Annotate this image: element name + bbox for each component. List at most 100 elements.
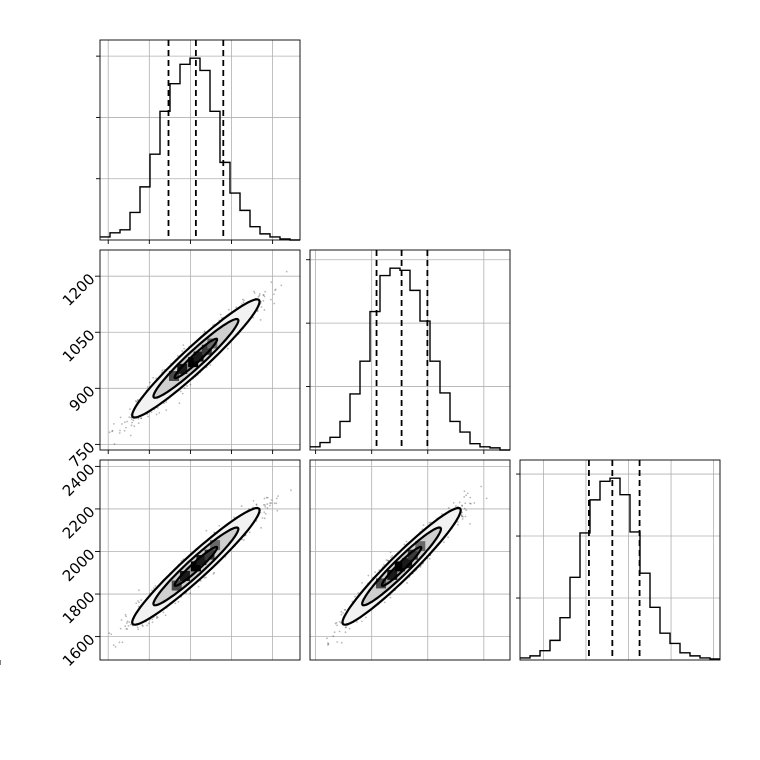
sample-point [469,496,472,499]
sample-point [183,387,186,389]
sample-point [403,543,406,546]
contour-line [131,506,261,626]
sample-point [113,443,116,445]
sample-point [161,369,164,372]
sample-point [233,516,236,519]
sample-point [480,485,483,488]
sample-point [165,401,168,404]
sample-point [119,627,122,630]
sample-point [183,347,186,350]
sample-point [111,430,113,433]
sample-point [463,496,466,498]
density-peak [190,561,201,572]
sample-point [263,517,266,520]
sample-point [95,438,97,440]
density-peak [179,570,190,581]
sample-point [253,292,256,294]
sample-point [127,624,130,627]
sample-point [264,504,266,506]
sample-point [119,416,122,419]
sample-point [262,299,265,302]
sample-point [205,576,207,579]
density-peak [201,344,212,355]
sample-point [255,504,258,506]
sample-point [280,284,283,287]
sample-point [137,605,140,608]
sample-point [120,619,123,621]
sample-point [118,641,121,644]
sample-point [155,377,158,380]
sample-point [336,641,339,643]
sample-point [264,290,267,293]
sample-point [209,364,212,366]
sample-point [276,509,279,512]
sample-point [461,505,464,507]
sample-point [108,632,111,635]
sample-point [114,645,117,648]
sample-point [263,295,266,298]
sample-point [261,517,264,519]
y-tick-label: 1600 [59,630,99,670]
sample-point [391,554,394,557]
sample-point [385,559,388,561]
sample-point [383,601,386,604]
sample-point [485,497,488,500]
sample-point [129,434,132,437]
sample-point [108,431,111,434]
sample-point [273,293,275,296]
sample-point [242,539,245,541]
sample-point [256,310,259,313]
sample-point [262,294,265,296]
sample-point [344,626,347,629]
y-tick-label: 1050 [59,326,99,366]
sample-point [126,420,129,423]
sample-point [131,421,133,424]
sample-point [405,540,408,543]
y-tick-label: 900 [66,382,99,415]
sample-point [140,417,142,420]
sample-point [137,417,140,420]
sample-point [253,290,255,293]
density-peak [376,578,387,589]
sample-point [164,614,167,617]
sample-point [290,489,292,492]
mark-layer [95,40,720,660]
sample-point [327,642,329,644]
sample-point [338,630,341,633]
sample-point [270,499,273,501]
sample-point [199,579,202,582]
sample-point [137,398,139,401]
sample-point [357,592,360,594]
density-peak [402,558,413,569]
sample-point [179,390,182,393]
sample-point [441,513,443,515]
sample-point [452,501,455,504]
sample-point [242,301,245,304]
sample-point [345,626,347,629]
sample-point [344,631,347,634]
sample-point [132,419,135,422]
sample-point [152,587,155,589]
sample-point [464,502,467,505]
sample-point [469,502,472,505]
sample-point [336,624,338,627]
sample-point [162,611,165,614]
sample-point [367,574,370,577]
sample-point [189,383,192,386]
sample-point [461,511,464,514]
sample-point [129,408,131,411]
sample-point [118,432,121,434]
sample-point [343,609,346,611]
sample-point [275,502,278,505]
sample-point [255,503,258,506]
sample-point [135,401,138,403]
sample-point [354,595,356,598]
sample-point [274,288,277,291]
sample-point [428,521,431,524]
sample-point [182,344,185,347]
sample-point [461,515,463,518]
sample-point [461,504,463,507]
sample-point [274,289,276,292]
sample-point [156,616,159,619]
